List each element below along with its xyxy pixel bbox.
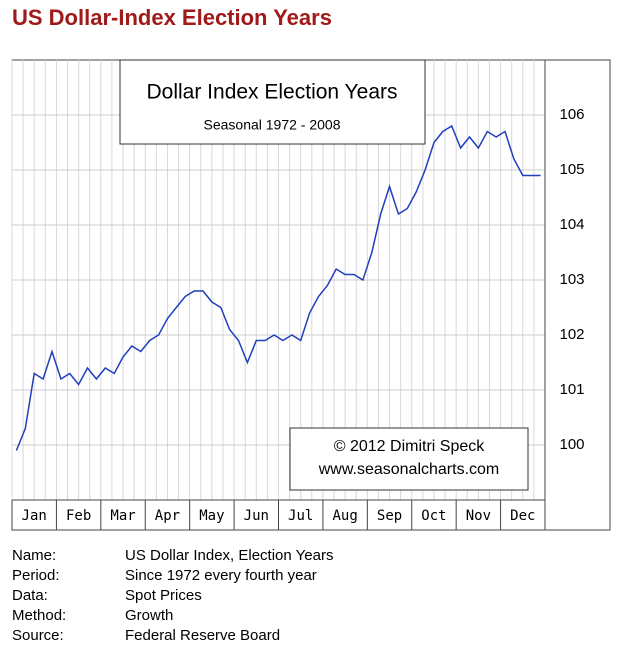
info-value: Spot Prices [125, 587, 202, 604]
x-tick-label: Aug [332, 508, 357, 524]
x-tick-label: Jun [244, 508, 269, 524]
y-tick-label: 102 [559, 326, 584, 343]
info-value: Since 1972 every fourth year [125, 567, 317, 584]
info-label: Data: [12, 587, 48, 604]
x-tick-label: Dec [510, 508, 535, 524]
x-tick-label: Jul [288, 508, 313, 524]
x-tick-label: Jan [22, 508, 47, 524]
title-box [119, 59, 426, 145]
info-label: Period: [12, 567, 60, 584]
credit-url: www.seasonalcharts.com [318, 461, 500, 478]
page-title: US Dollar-Index Election Years [12, 5, 332, 30]
x-tick-label: Mar [110, 508, 135, 524]
info-label: Name: [12, 547, 56, 564]
info-value: Federal Reserve Board [125, 627, 280, 644]
x-tick-label: May [199, 508, 224, 524]
x-tick-label: Sep [377, 508, 402, 524]
y-tick-label: 103 [559, 271, 584, 288]
x-tick-label: Feb [66, 508, 91, 524]
info-value: US Dollar Index, Election Years [125, 547, 333, 564]
info-label: Method: [12, 607, 66, 624]
credit-box [289, 427, 529, 491]
info-value: Growth [125, 607, 173, 624]
y-tick-label: 106 [559, 106, 584, 123]
y-tick-label: 101 [559, 381, 584, 398]
y-tick-label: 105 [559, 161, 584, 178]
credit: © 2012 Dimitri Speck [334, 438, 486, 455]
info-label: Source: [12, 627, 64, 644]
x-tick-label: Oct [421, 508, 446, 524]
x-tick-label: Apr [155, 508, 180, 524]
y-tick-label: 104 [559, 216, 584, 233]
y-tick-label: 100 [559, 436, 584, 453]
data-line [15, 124, 541, 451]
chart-title: Dollar Index Election Years [147, 81, 398, 104]
chart-subtitle: Seasonal 1972 - 2008 [204, 117, 341, 133]
x-tick-label: Nov [466, 508, 491, 524]
